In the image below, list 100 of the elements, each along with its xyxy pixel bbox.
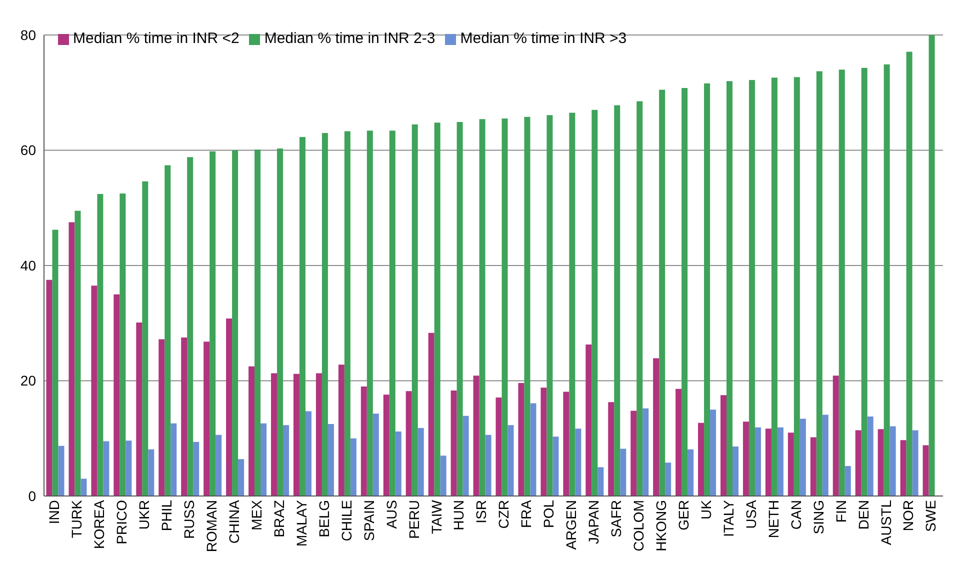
- bar: [248, 366, 255, 496]
- bar: [434, 122, 440, 496]
- x-tick-label: CAN: [788, 500, 804, 530]
- bar: [210, 151, 216, 496]
- bar: [114, 294, 120, 496]
- bar: [810, 437, 816, 496]
- x-tick-label: FRA: [518, 499, 534, 528]
- bar: [720, 395, 726, 496]
- y-tick-label: 0: [28, 488, 36, 504]
- bar: [659, 90, 666, 496]
- x-tick-label: TURK: [68, 499, 85, 538]
- bar: [97, 194, 104, 496]
- bar: [68, 222, 75, 496]
- bar: [592, 110, 598, 496]
- y-tick-label: 20: [20, 372, 36, 389]
- bar: [299, 136, 306, 496]
- bar: [765, 428, 772, 496]
- bar: [540, 388, 547, 496]
- bar: [283, 425, 289, 496]
- bar: [126, 440, 132, 496]
- bar: [473, 376, 480, 496]
- x-tick-label: TAIW: [428, 499, 444, 534]
- x-tick-label: CHINA: [226, 499, 242, 544]
- bar: [777, 427, 784, 496]
- x-tick-label: PRICO: [114, 500, 130, 544]
- bar: [350, 438, 356, 496]
- x-tick-label: AUSTL: [878, 500, 894, 546]
- x-tick-label: SWE: [922, 500, 939, 532]
- x-tick-label: UK: [698, 499, 714, 520]
- bar: [496, 397, 502, 496]
- bar: [226, 318, 232, 496]
- bar: [305, 411, 312, 496]
- bar: [428, 332, 434, 496]
- bar: [80, 478, 87, 496]
- x-tick-label: SPAIN: [360, 500, 377, 541]
- bar: [74, 210, 81, 496]
- bar: [412, 124, 418, 496]
- x-tick-label: CHILE: [338, 500, 354, 542]
- bar: [322, 132, 328, 496]
- bar: [698, 422, 704, 496]
- bar: [238, 459, 244, 496]
- bar: [844, 466, 851, 496]
- x-tick-label: SAFR: [608, 500, 624, 538]
- bar: [360, 386, 367, 496]
- bar: [794, 77, 800, 496]
- bar: [193, 442, 200, 496]
- x-tick-label: NOR: [900, 500, 916, 532]
- bar: [142, 181, 148, 496]
- y-tick-label: 60: [20, 142, 36, 158]
- bar: [816, 71, 822, 496]
- x-tick-label: PERU: [406, 500, 422, 539]
- bar: [328, 424, 334, 496]
- bar: [204, 342, 210, 496]
- bar: [676, 388, 682, 496]
- bar: [878, 429, 884, 496]
- bar: [440, 456, 446, 496]
- bar: [598, 467, 604, 496]
- bar: [922, 445, 929, 496]
- bar: [518, 383, 524, 496]
- bar: [366, 130, 373, 496]
- bar: [389, 130, 396, 496]
- bar: [800, 418, 806, 496]
- bar: [530, 403, 536, 496]
- bar: [277, 148, 283, 496]
- x-tick-label: AUS: [383, 500, 400, 529]
- bar: [614, 105, 620, 496]
- x-tick-label: MALAY: [293, 499, 310, 546]
- bar: [855, 430, 862, 496]
- bar: [170, 423, 177, 496]
- bar: [586, 344, 592, 496]
- x-tick-label: SING: [810, 500, 826, 534]
- legend-label: Median % time in INR 2-3: [264, 30, 436, 47]
- bar: [164, 165, 171, 496]
- bar: [271, 373, 277, 496]
- bar: [338, 364, 344, 496]
- bar: [485, 434, 492, 496]
- bar: [383, 394, 390, 496]
- x-tick-label: HUN: [450, 500, 467, 530]
- bar: [788, 432, 794, 496]
- bar: [928, 35, 935, 496]
- x-tick-label: RUSS: [181, 500, 198, 539]
- bar: [232, 150, 238, 496]
- bar: [771, 78, 778, 496]
- bar: [748, 80, 755, 496]
- x-tick-label: MEX: [248, 499, 264, 530]
- bar: [754, 427, 761, 496]
- bar: [636, 101, 643, 496]
- y-tick-label: 80: [20, 26, 36, 43]
- bar: [620, 448, 626, 496]
- bar: [508, 425, 514, 496]
- bar: [406, 391, 412, 496]
- legend-label: Median % time in INR <2: [73, 30, 240, 47]
- bar: [91, 286, 98, 496]
- bar: [822, 414, 828, 496]
- bar: [653, 358, 660, 496]
- bar: [884, 64, 890, 496]
- bar: [58, 446, 64, 496]
- bar: [838, 70, 845, 496]
- x-tick-label: BRAZ: [270, 500, 287, 538]
- x-tick-label: DEN: [855, 500, 872, 530]
